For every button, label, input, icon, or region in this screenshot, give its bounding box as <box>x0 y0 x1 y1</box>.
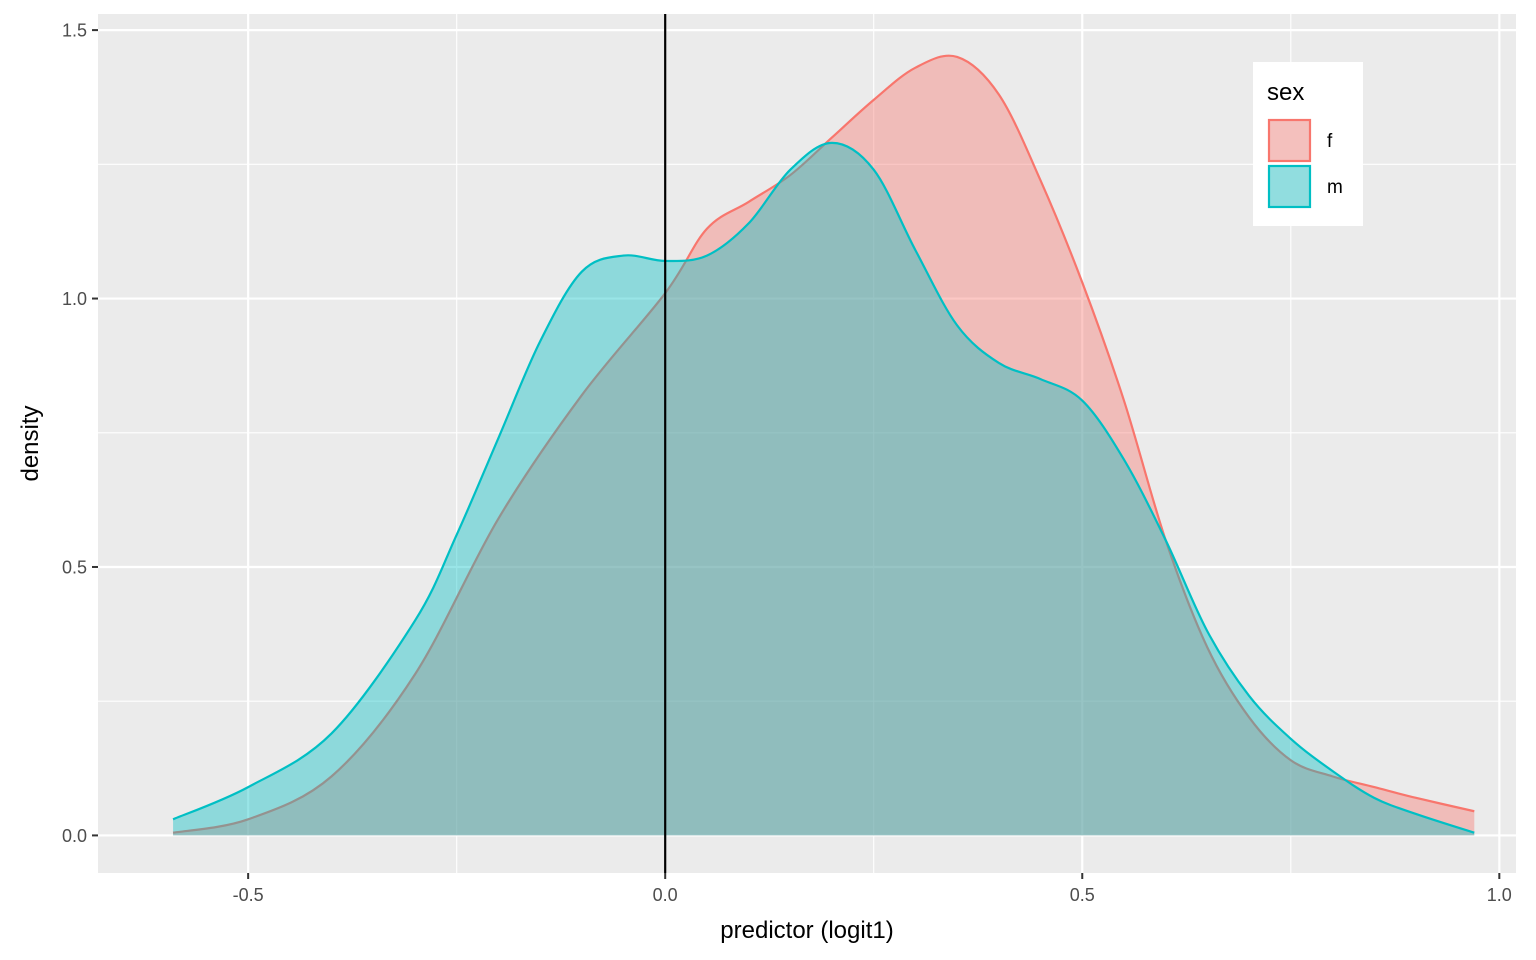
x-tick-label: 1.0 <box>1487 885 1512 905</box>
legend-swatch-f <box>1267 118 1312 163</box>
x-axis: -0.5 0.0 0.5 1.0 <box>233 873 1512 905</box>
density-line-f <box>172 54 1475 834</box>
y-tick-label: 1.5 <box>62 21 87 41</box>
density-area-m <box>173 142 1475 836</box>
legend: sex fm <box>1253 62 1363 226</box>
density-area-f <box>173 55 1475 836</box>
y-axis: 0.0 0.5 1.0 1.5 <box>62 21 98 846</box>
y-axis-title: density <box>17 405 44 481</box>
legend-swatch-m <box>1267 164 1312 209</box>
x-tick-label: -0.5 <box>233 885 264 905</box>
y-tick-label: 0.0 <box>62 826 87 846</box>
y-tick-label: 1.0 <box>62 289 87 309</box>
legend-label-f: f <box>1327 131 1333 152</box>
legend-key-bg-m <box>1268 165 1311 208</box>
density-series <box>172 54 1475 836</box>
density-line-m <box>172 141 1475 834</box>
legend-title: sex <box>1267 79 1304 106</box>
x-axis-title: predictor (logit1) <box>720 917 893 944</box>
legend-key-bg-f <box>1268 119 1311 162</box>
x-tick-label: 0.0 <box>653 885 678 905</box>
x-tick-label: 0.5 <box>1070 885 1095 905</box>
legend-label-m: m <box>1327 177 1343 198</box>
y-tick-label: 0.5 <box>62 557 87 577</box>
legend-keys: fm <box>1267 118 1343 209</box>
